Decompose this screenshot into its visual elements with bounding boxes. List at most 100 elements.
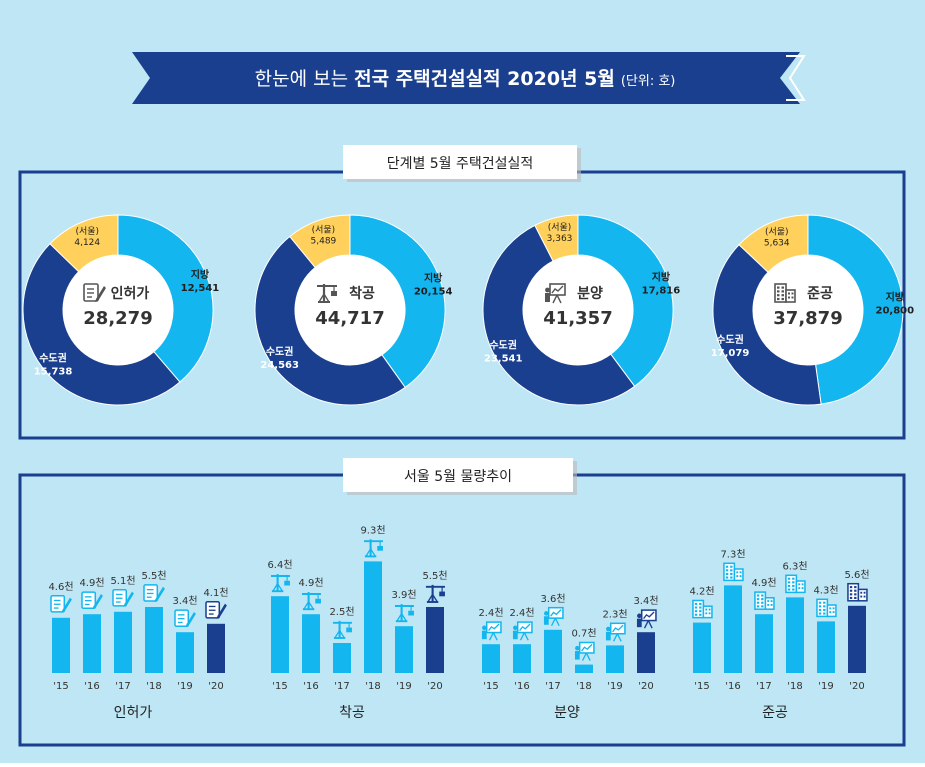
bar-section-header: 서울 5월 물량추이 <box>343 458 577 495</box>
metro-label: 수도권 <box>266 346 294 358</box>
icon-part <box>481 630 487 640</box>
icon-part <box>792 584 795 587</box>
local-label: 지방 <box>191 268 210 281</box>
bar-value-label: 9.3천 <box>360 524 385 536</box>
icon-part <box>612 624 624 633</box>
icon-part <box>346 627 352 633</box>
document-pen-icon <box>50 594 72 613</box>
icon-part <box>377 545 383 551</box>
icon-part <box>739 571 742 574</box>
icon-part <box>756 605 760 608</box>
building-icon <box>816 598 837 618</box>
icon-part <box>485 621 502 634</box>
donut-center-name: 착공 <box>349 285 375 302</box>
title-prefix: 한눈에 보는 <box>255 68 354 90</box>
icon-part <box>818 608 822 611</box>
building-icon <box>754 591 775 610</box>
icon-part <box>725 576 729 579</box>
icon-part <box>792 581 795 584</box>
icon-part <box>854 586 857 589</box>
icon-part <box>699 613 702 616</box>
bar-0-5 <box>207 623 225 673</box>
icon-part <box>854 596 857 599</box>
bar-2-4 <box>606 645 624 673</box>
icon-part <box>781 297 784 301</box>
metro-value: 15,738 <box>34 366 73 377</box>
icon-part <box>323 293 330 303</box>
year-tick-label: '15 <box>53 681 68 692</box>
icon-part <box>756 598 760 601</box>
icon-part <box>636 618 642 628</box>
icon-part <box>482 625 487 631</box>
icon-part <box>785 289 796 303</box>
crane-icon <box>301 592 321 611</box>
seoul-label: (서울) <box>312 225 336 236</box>
document-pen-icon <box>143 584 165 602</box>
icon-part <box>795 580 806 594</box>
icon-part <box>854 589 857 592</box>
title-unit: (단위: 호) <box>621 74 676 89</box>
seoul-label: (서울) <box>765 226 789 237</box>
presentation-board-icon <box>512 621 533 641</box>
bar-group-name: 준공 <box>762 705 788 721</box>
donut-hole <box>523 255 633 365</box>
icon-part <box>303 601 310 610</box>
donut-1: (서울)5,489 지방 20,154 수도권 24,563 착공 44,717 <box>254 214 452 406</box>
icon-part <box>513 625 518 631</box>
document-pen-icon <box>174 609 196 628</box>
icon-part <box>708 612 711 615</box>
document-pen-icon <box>83 283 106 302</box>
icon-part <box>370 548 376 557</box>
donut-section-header: 단계별 5월 주택건설실적 <box>343 145 581 182</box>
bar-value-label: 2.3천 <box>602 608 627 620</box>
crane-icon <box>270 574 290 593</box>
icon-part <box>849 586 853 589</box>
donut-header-box <box>343 145 577 179</box>
bar-0-4 <box>176 632 194 673</box>
icon-part <box>492 632 498 641</box>
icon-part <box>787 577 791 580</box>
document-pen-icon <box>81 591 103 610</box>
local-label: 지방 <box>424 271 443 284</box>
icon-part <box>730 569 733 572</box>
donut-hole <box>295 255 405 365</box>
year-tick-label: '17 <box>545 681 560 692</box>
icon-part <box>605 631 611 641</box>
icon-part <box>694 606 698 609</box>
icon-part <box>761 605 764 608</box>
title-main: 전국 주택건설실적 2020년 5월 <box>354 68 615 90</box>
bar-2-5 <box>637 632 655 673</box>
icon-part <box>519 632 525 641</box>
icon-part <box>92 594 103 610</box>
donut-3: (서울)5,634 지방 20,800 수도권 17,079 준공 37,879 <box>711 214 914 406</box>
icon-part <box>616 633 622 642</box>
seoul-value: 5,634 <box>764 238 790 248</box>
icon-part <box>708 608 711 611</box>
icon-part <box>408 610 414 616</box>
icon-part <box>777 290 780 293</box>
donut-center-name: 인허가 <box>111 285 150 302</box>
icon-part <box>643 620 649 629</box>
icon-part <box>774 283 787 303</box>
bar-value-label: 0.7천 <box>571 628 596 640</box>
donut-section-title: 단계별 5월 주택건설실적 <box>387 156 534 172</box>
icon-part <box>801 583 804 586</box>
icon-part <box>315 598 321 604</box>
icon-part <box>308 601 314 610</box>
icon-part <box>823 601 826 604</box>
icon-part <box>609 622 626 635</box>
year-tick-label: '16 <box>303 681 318 692</box>
icon-part <box>581 643 593 652</box>
bar-2-3 <box>575 664 593 673</box>
bar-value-label: 4.9천 <box>751 577 776 589</box>
icon-part <box>545 293 550 302</box>
icon-part <box>764 597 775 610</box>
icon-part <box>733 568 744 582</box>
crane-icon <box>394 604 414 623</box>
bar-value-label: 6.4천 <box>267 559 292 571</box>
icon-part <box>523 632 529 641</box>
year-tick-label: '20 <box>208 681 223 692</box>
icon-part <box>705 612 708 615</box>
year-tick-label: '17 <box>334 681 349 692</box>
